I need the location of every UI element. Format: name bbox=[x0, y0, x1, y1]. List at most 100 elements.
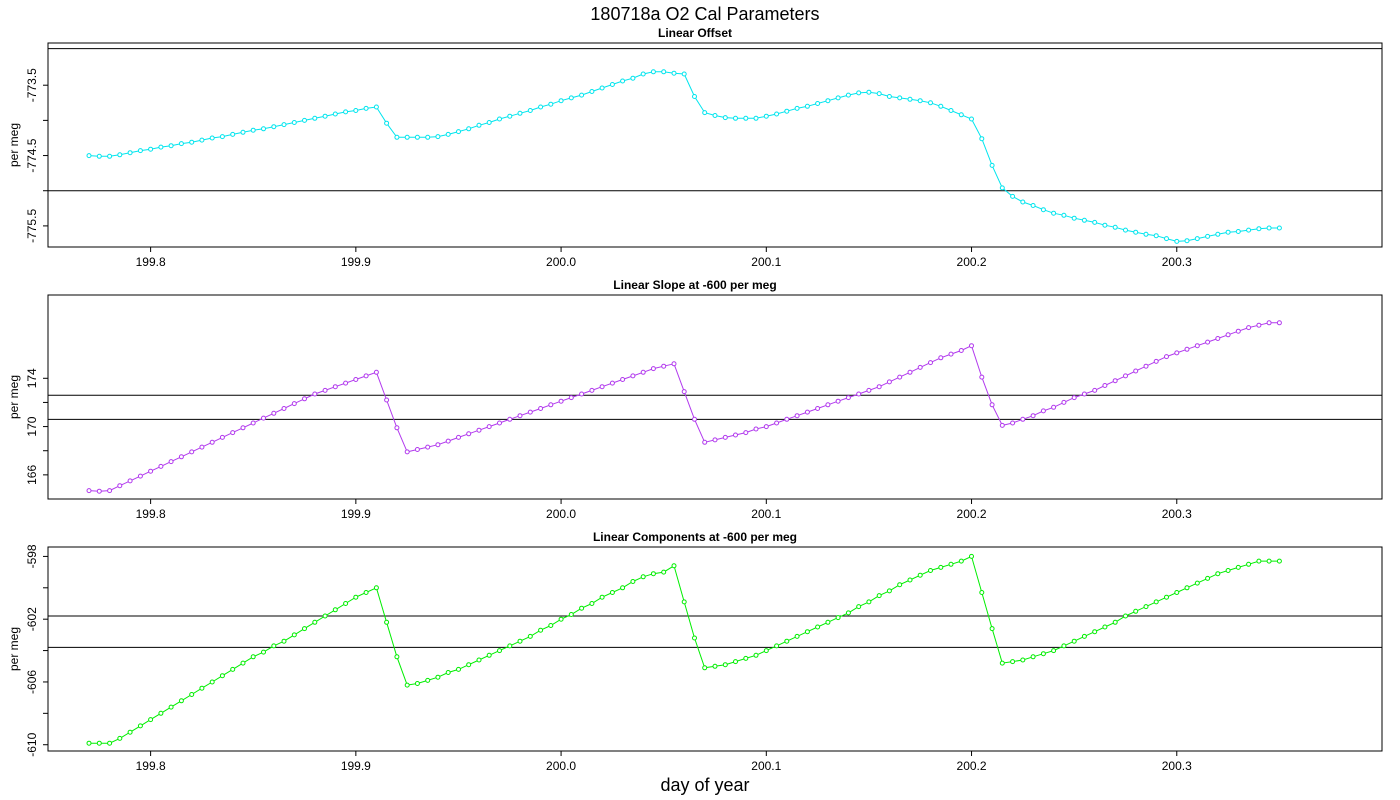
data-point bbox=[507, 416, 513, 422]
panel-3: Linear Components at -600 per meg 199.8 19… bbox=[7, 530, 1383, 773]
data-point bbox=[107, 153, 113, 159]
data-point bbox=[589, 89, 595, 94]
data-point bbox=[127, 729, 133, 735]
data-point bbox=[435, 134, 441, 140]
data-point bbox=[712, 663, 718, 669]
data-point bbox=[1061, 212, 1067, 218]
data-point bbox=[794, 105, 800, 111]
data-point bbox=[661, 569, 667, 575]
data-point bbox=[384, 397, 390, 403]
data-point bbox=[1266, 320, 1272, 326]
data-point bbox=[189, 139, 195, 145]
data-point bbox=[630, 373, 636, 379]
data-point bbox=[1112, 224, 1118, 230]
data-point bbox=[712, 113, 718, 118]
data-point bbox=[1051, 210, 1057, 216]
data-point bbox=[445, 131, 451, 137]
data-point bbox=[886, 94, 892, 99]
data-point bbox=[1246, 227, 1252, 233]
x-tick-label: 199.8 bbox=[136, 507, 166, 521]
data-point bbox=[928, 100, 933, 106]
data-point bbox=[866, 599, 872, 605]
data-point bbox=[1010, 659, 1016, 665]
data-point bbox=[363, 373, 369, 379]
x-tick-label: 199.8 bbox=[136, 255, 166, 269]
data-point bbox=[1081, 391, 1087, 397]
plot-frame bbox=[47, 294, 1383, 500]
data-point bbox=[897, 582, 903, 588]
data-point bbox=[866, 89, 872, 95]
x-tick-label: 200.2 bbox=[957, 255, 987, 269]
data-point bbox=[886, 379, 892, 385]
data-point bbox=[774, 420, 780, 426]
data-point bbox=[835, 615, 841, 621]
data-point bbox=[476, 657, 482, 663]
x-tick-label: 199.9 bbox=[341, 255, 371, 269]
data-point bbox=[1030, 654, 1036, 660]
data-point bbox=[1194, 236, 1200, 242]
data-point bbox=[866, 387, 872, 393]
data-point bbox=[291, 120, 297, 125]
data-point bbox=[856, 604, 862, 610]
data-point bbox=[332, 607, 338, 613]
data-point bbox=[1071, 395, 1077, 401]
plot-frame bbox=[47, 42, 1383, 248]
data-point bbox=[527, 409, 533, 415]
y-tick-label: -610 bbox=[25, 732, 39, 756]
data-point bbox=[178, 141, 184, 147]
data-point bbox=[558, 398, 564, 404]
data-point bbox=[456, 666, 461, 672]
data-point bbox=[1215, 231, 1221, 237]
data-point bbox=[261, 649, 266, 655]
data-point bbox=[538, 104, 544, 110]
data-point bbox=[1040, 408, 1046, 414]
data-point bbox=[507, 643, 513, 649]
data-point bbox=[291, 632, 297, 638]
data-point bbox=[743, 115, 749, 121]
data-point bbox=[219, 673, 225, 679]
data-point bbox=[373, 104, 379, 110]
data-point bbox=[394, 654, 400, 660]
data-point bbox=[548, 101, 554, 107]
data-point bbox=[579, 92, 585, 98]
data-point bbox=[794, 413, 800, 419]
data-point bbox=[250, 654, 256, 660]
data-point bbox=[302, 626, 307, 632]
data-point bbox=[1184, 238, 1190, 244]
data-point bbox=[476, 427, 482, 433]
data-point bbox=[1225, 332, 1231, 338]
y-tick-label: -606 bbox=[25, 670, 39, 694]
data-point bbox=[876, 384, 882, 390]
data-point bbox=[466, 662, 472, 668]
data-point bbox=[1276, 558, 1282, 564]
data-point bbox=[1020, 199, 1026, 205]
data-point bbox=[1061, 643, 1067, 649]
data-point bbox=[835, 95, 841, 101]
data-point bbox=[394, 425, 400, 431]
data-point bbox=[774, 111, 780, 117]
data-point bbox=[178, 454, 184, 460]
data-point bbox=[373, 369, 379, 375]
data-point bbox=[568, 395, 574, 401]
data-point bbox=[466, 431, 472, 437]
data-point bbox=[384, 120, 390, 126]
data-point bbox=[1215, 571, 1221, 577]
data-point bbox=[692, 94, 697, 99]
data-point bbox=[1071, 638, 1077, 644]
data-point bbox=[199, 685, 205, 691]
data-point bbox=[1092, 387, 1098, 393]
data-point bbox=[414, 681, 420, 686]
data-point bbox=[107, 740, 113, 746]
data-point bbox=[1030, 413, 1036, 419]
data-point bbox=[168, 459, 174, 465]
data-point bbox=[435, 442, 441, 448]
main-title: 180718a O2 Cal Parameters bbox=[590, 4, 819, 24]
data-point bbox=[363, 105, 369, 111]
data-point bbox=[497, 648, 502, 654]
data-point bbox=[630, 579, 636, 584]
data-point bbox=[1123, 227, 1128, 233]
data-point bbox=[825, 402, 831, 408]
data-point bbox=[825, 98, 831, 104]
data-point bbox=[609, 590, 615, 595]
